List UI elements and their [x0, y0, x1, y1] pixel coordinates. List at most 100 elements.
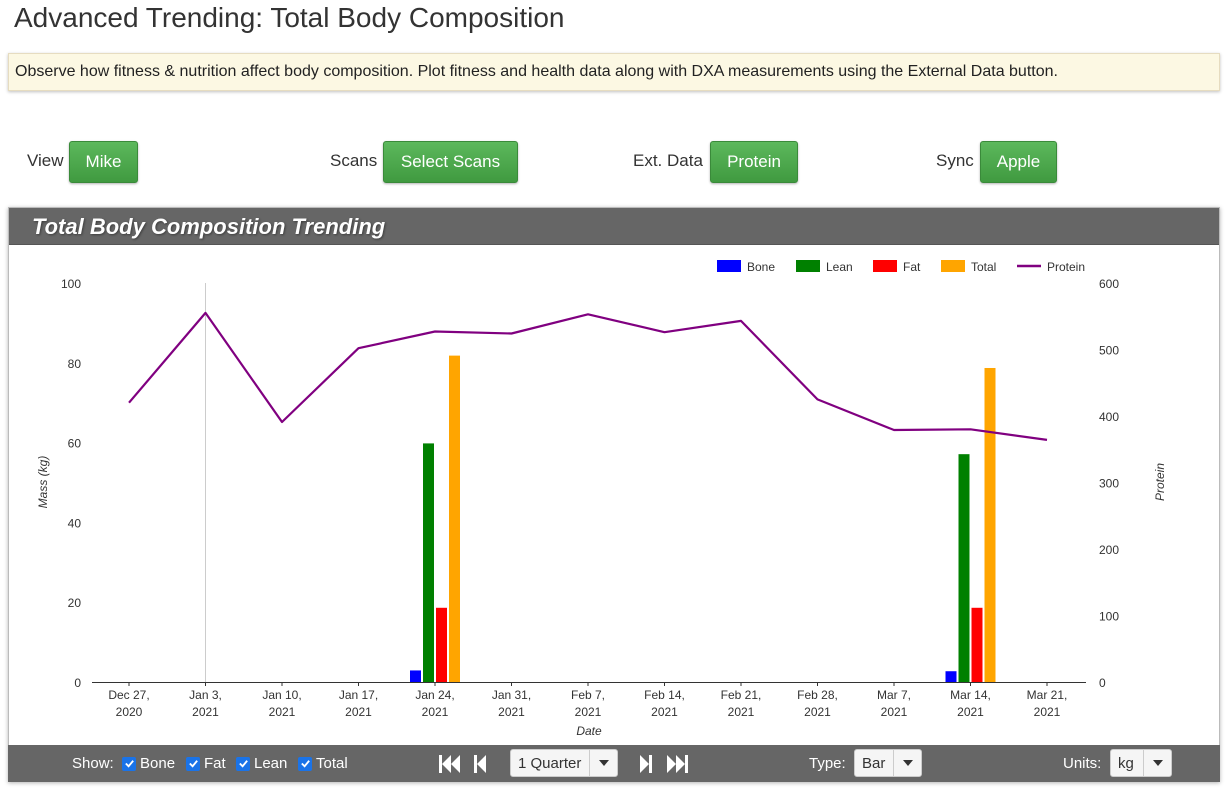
range-select[interactable]: 1 Quarter	[510, 749, 618, 777]
x-tick-label: 2021	[575, 705, 602, 719]
ext-data-button[interactable]: Protein	[710, 141, 798, 183]
checkbox-checked-icon	[122, 756, 136, 771]
y2-tick-label: 100	[1099, 610, 1119, 624]
show-label: Show:	[72, 755, 114, 772]
show-total-label: Total	[316, 755, 348, 772]
panel-title: Total Body Composition Trending	[32, 214, 386, 239]
x-tick-label: Mar 21,	[1027, 688, 1068, 702]
ext-data-label: Ext. Data	[633, 151, 703, 170]
bar-fat	[436, 607, 447, 682]
skip-last-icon[interactable]	[667, 754, 689, 774]
trend-chart: 0 20 40 60 80 100 0 100 200 300 400 500 600 Dec 27, 20…	[36, 260, 1167, 738]
bar-bone	[410, 670, 421, 682]
y-tick-label: 60	[68, 437, 82, 451]
x-tick-label: Feb 21,	[721, 688, 762, 702]
select-scans-button[interactable]: Select Scans	[383, 141, 518, 183]
skip-first-icon[interactable]	[438, 754, 460, 774]
y2-tick-label: 0	[1099, 676, 1106, 690]
show-lean-label: Lean	[254, 755, 288, 772]
y-tick-label: 20	[68, 596, 82, 610]
x-tick-label: 2021	[881, 705, 908, 719]
type-select-value: Bar	[862, 754, 886, 772]
x-tick-label: Feb 28,	[797, 688, 838, 702]
checkbox-checked-icon	[186, 756, 200, 771]
x-tick-label: 2021	[192, 705, 219, 719]
view-button[interactable]: Mike	[69, 141, 138, 183]
legend-swatch-lean	[796, 260, 820, 272]
bar-total	[449, 355, 460, 682]
type-select[interactable]: Bar	[854, 749, 922, 777]
y-tick-label: 100	[61, 277, 81, 291]
bar-bone	[945, 671, 957, 682]
units-label: Units:	[1063, 755, 1102, 772]
show-lean-checkbox[interactable]: Lean	[236, 745, 287, 782]
legend-label-fat: Fat	[903, 260, 921, 274]
x-tick-label: 2021	[498, 705, 525, 719]
show-fat-label: Fat	[204, 755, 226, 772]
x-tick-label: Dec 27,	[108, 688, 149, 702]
step-forward-icon[interactable]	[639, 754, 653, 774]
x-tick-label: 2021	[957, 705, 984, 719]
x-tick-label: Feb 7,	[571, 688, 605, 702]
bar-lean	[958, 454, 970, 682]
scans-label: Scans	[330, 151, 378, 170]
view-label: View	[27, 151, 64, 170]
x-axis-title: Date	[576, 724, 602, 738]
units-select-value: kg	[1118, 754, 1134, 772]
chevron-down-icon	[589, 750, 617, 776]
footer-toolbar: Show: Bone Fat Lean Total 1 Quarter Type…	[8, 745, 1220, 782]
legend-label-protein: Protein	[1047, 260, 1085, 274]
legend-label-total: Total	[971, 260, 996, 274]
legend-swatch-total	[941, 260, 965, 272]
range-select-value: 1 Quarter	[518, 754, 582, 772]
show-fat-checkbox[interactable]: Fat	[186, 745, 226, 782]
legend-swatch-bone	[717, 260, 741, 272]
page-title: Advanced Trending: Total Body Compositio…	[14, 2, 565, 33]
checkbox-checked-icon	[236, 756, 250, 771]
x-tick-label: 2021	[804, 705, 831, 719]
show-total-checkbox[interactable]: Total	[298, 745, 348, 782]
x-tick-label: Jan 24,	[415, 688, 454, 702]
chart-panel: Total Body Composition Trending	[8, 207, 1220, 782]
show-bone-label: Bone	[140, 755, 176, 772]
x-tick-label: 2021	[269, 705, 296, 719]
y2-tick-label: 500	[1099, 344, 1119, 358]
chevron-down-icon	[893, 750, 921, 776]
checkbox-checked-icon	[298, 756, 312, 771]
x-tick-label: Jan 31,	[492, 688, 531, 702]
chevron-down-icon	[1143, 750, 1171, 776]
legend-label-lean: Lean	[826, 260, 853, 274]
y2-tick-label: 300	[1099, 477, 1119, 491]
x-tick-label: 2021	[345, 705, 372, 719]
x-tick-label: 2021	[651, 705, 678, 719]
y-tick-label: 80	[68, 357, 82, 371]
y-tick-label: 0	[74, 676, 81, 690]
x-tick-label: 2021	[1034, 705, 1061, 719]
y2-tick-label: 200	[1099, 543, 1119, 557]
x-tick-label: Jan 10,	[262, 688, 301, 702]
type-label: Type:	[809, 755, 846, 772]
info-banner: Observe how fitness & nutrition affect b…	[8, 53, 1220, 91]
x-tick-label: Jan 17,	[339, 688, 378, 702]
units-select[interactable]: kg	[1110, 749, 1172, 777]
y2-tick-label: 400	[1099, 410, 1119, 424]
bar-total	[984, 367, 996, 682]
x-tick-label: Mar 7,	[877, 688, 911, 702]
y-tick-label: 40	[68, 516, 82, 530]
legend-label-bone: Bone	[747, 260, 775, 274]
x-tick-label: 2021	[422, 705, 449, 719]
step-back-icon[interactable]	[473, 754, 487, 774]
legend-swatch-fat	[873, 260, 897, 272]
panel-header: Total Body Composition Trending	[9, 208, 1219, 245]
x-tick-label: 2020	[116, 705, 143, 719]
y2-axis-title: Protein	[1153, 463, 1167, 501]
y-axis-title: Mass (kg)	[36, 456, 50, 509]
x-tick-label: Feb 14,	[644, 688, 685, 702]
x-tick-label: Jan 3,	[189, 688, 222, 702]
sync-button[interactable]: Apple	[980, 141, 1057, 183]
sync-label: Sync	[936, 151, 974, 170]
y2-tick-label: 600	[1099, 277, 1119, 291]
line-protein	[128, 311, 1048, 441]
show-bone-checkbox[interactable]: Bone	[122, 745, 175, 782]
bar-lean	[423, 443, 434, 682]
